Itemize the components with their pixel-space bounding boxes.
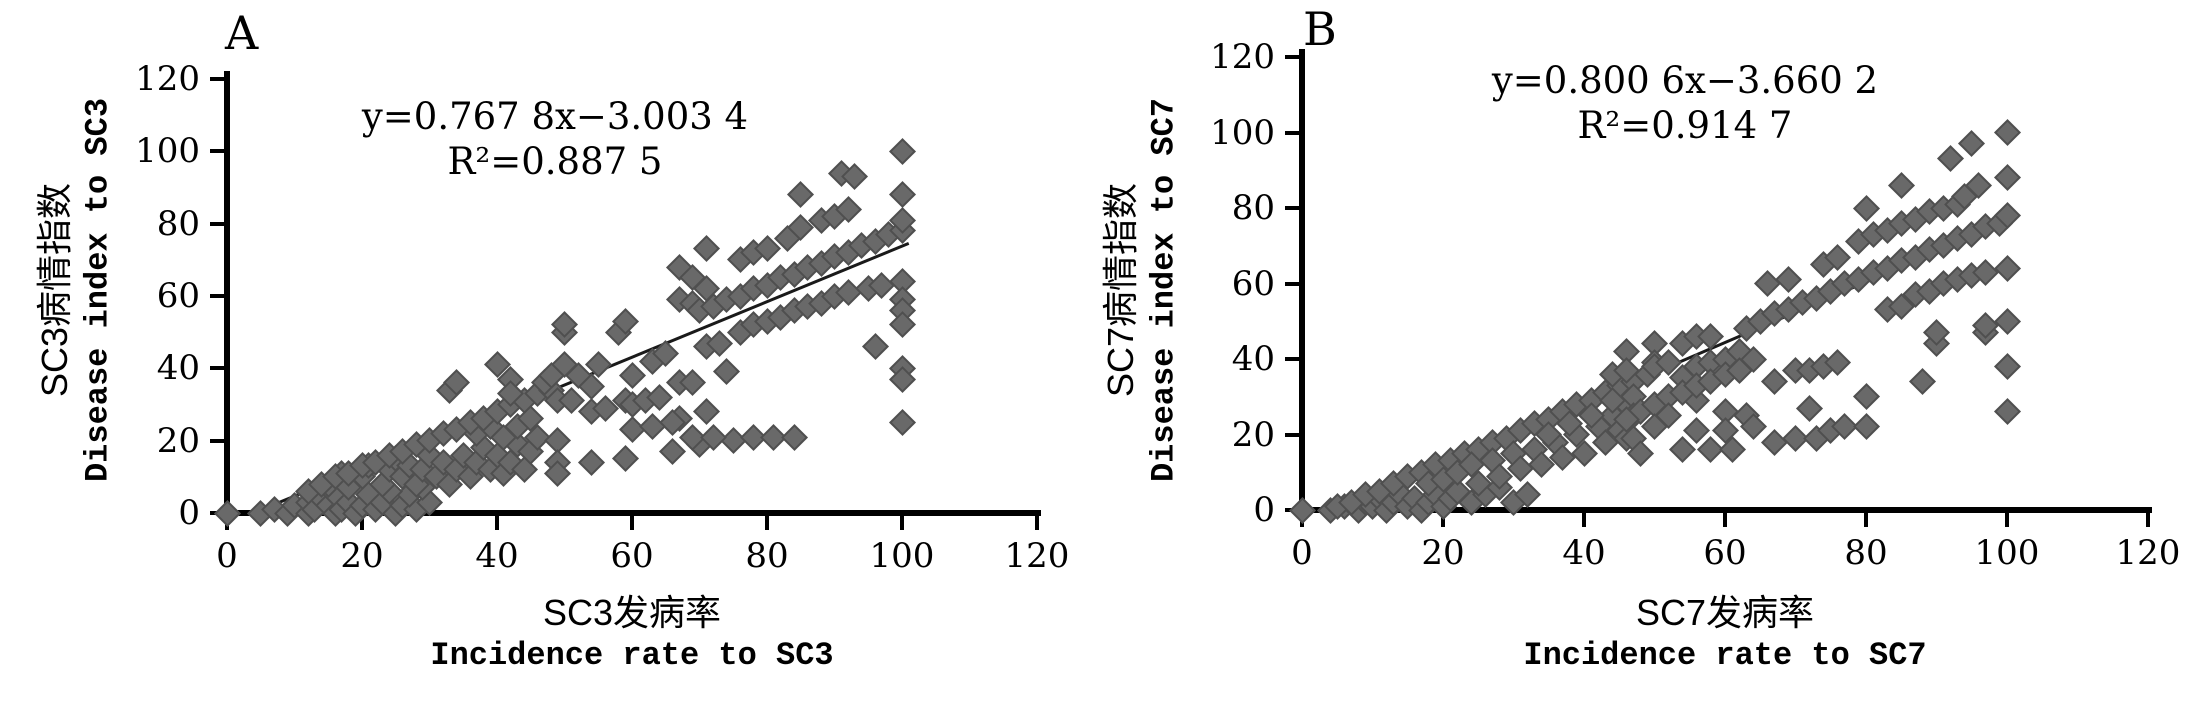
panel-a-y-tick (210, 366, 224, 371)
panel-a-y-tick-label: 80 (156, 203, 200, 244)
panel-a-equation-block: y=0.767 8x−3.003 4 R²=0.887 5 (330, 94, 780, 184)
panel-b-y-tick-label: 20 (1231, 414, 1275, 455)
panel-b-x-tick (2146, 513, 2150, 527)
panel-b-y-tick (1285, 357, 1299, 361)
panel-b-x-axis (1299, 507, 2152, 513)
panel-b-y-tick (1285, 130, 1299, 135)
panel-a-x-tick (900, 516, 904, 530)
panel-a-x-tick (495, 516, 499, 530)
panel-a-y-tick (210, 438, 224, 443)
panel-b-x-tick-label: 100 (1974, 533, 2040, 573)
panel-a-x-tick (765, 516, 769, 530)
panel-b-x-tick (2005, 513, 2009, 527)
panel-b-xlabel-zh: SC7发病率 (1635, 592, 1815, 633)
panel-b-y-tick-label: 80 (1231, 188, 1275, 228)
panel-b-y-tick (1285, 206, 1299, 210)
panel-a-x-tick (1035, 516, 1039, 530)
panel-b-x-tick-label: 80 (1844, 533, 1888, 573)
panel-a-xlabel-zh: SC3发病率 (542, 592, 722, 633)
panel-a-x-tick-label: 60 (610, 536, 654, 576)
panel-b-y-tick-label: 60 (1231, 263, 1275, 304)
panel-a-y-tick-label: 60 (156, 276, 200, 316)
panel-b-equation: y=0.800 6x−3.660 2 (1491, 59, 1879, 102)
panel-a-x-tick-label: 120 (1004, 536, 1070, 576)
panel-b-x-tick-label: 40 (1562, 533, 1606, 573)
panel-b-equation-block: y=0.800 6x−3.660 2 R²=0.914 7 (1460, 58, 1910, 148)
panel-b-x-tick-label: 120 (2115, 533, 2181, 573)
panel-a-x-axis (224, 510, 1041, 516)
panel-a-x-tick-label: 80 (745, 536, 789, 576)
panel-b-x-tick (1441, 513, 1445, 527)
panel-a-xlabel-en: Incidence rate to SC3 (430, 637, 834, 674)
panel-b-y-tick (1285, 281, 1299, 286)
panel-b-y-tick-label: 100 (1210, 112, 1275, 153)
panel-a-x-tick (630, 516, 634, 530)
panel-b-label: B (1303, 2, 1338, 56)
panel-a-y-tick-label: 20 (156, 420, 200, 461)
panel-b-y-tick-label: 40 (1231, 339, 1275, 379)
panel-b-y-axis (1299, 49, 1305, 513)
panel-b-x-tick (1582, 513, 1586, 527)
panel-a-x-tick (360, 516, 364, 530)
panel-b-x-tick-label: 60 (1703, 533, 1747, 573)
panel-a-x-tick-label: 40 (475, 536, 519, 576)
panel-b-x-tick-label: 0 (1291, 533, 1313, 573)
panel-a-y-tick-label: 100 (135, 131, 200, 172)
panel-b-y-tick (1285, 55, 1299, 59)
panel-b-xlabel-en: Incidence rate to SC7 (1523, 637, 1927, 674)
panel-b-r-squared: R²=0.914 7 (1577, 104, 1793, 148)
panel-a-y-tick (210, 221, 224, 226)
panel-a-y-tick-label: 0 (178, 493, 200, 533)
panel-b-x-tick (1723, 513, 1727, 527)
panel-a-y-tick-label: 120 (135, 59, 200, 99)
panel-b-y-tick-label: 0 (1253, 490, 1275, 530)
panel-a-x-tick-label: 0 (216, 536, 238, 576)
panel-a-equation: y=0.767 8x−3.003 4 (361, 95, 749, 138)
panel-a-y-tick-label: 40 (156, 348, 200, 389)
panel-a-label: A (225, 6, 260, 60)
panel-b-x-tick (1864, 513, 1868, 527)
panel-a-y-tick (210, 149, 224, 154)
panel-a-y-axis (224, 71, 230, 516)
panel-a-x-tick-label: 20 (340, 536, 384, 576)
panel-b-x-tick-label: 20 (1421, 533, 1465, 573)
panel-a-y-tick (210, 294, 224, 298)
panel-a-r-squared: R²=0.887 5 (447, 140, 663, 184)
panel-a-y-tick (210, 77, 224, 81)
panel-b-y-tick (1285, 432, 1299, 437)
panel-a-x-tick-label: 100 (869, 536, 935, 576)
panel-b-y-tick-label: 120 (1210, 37, 1275, 77)
